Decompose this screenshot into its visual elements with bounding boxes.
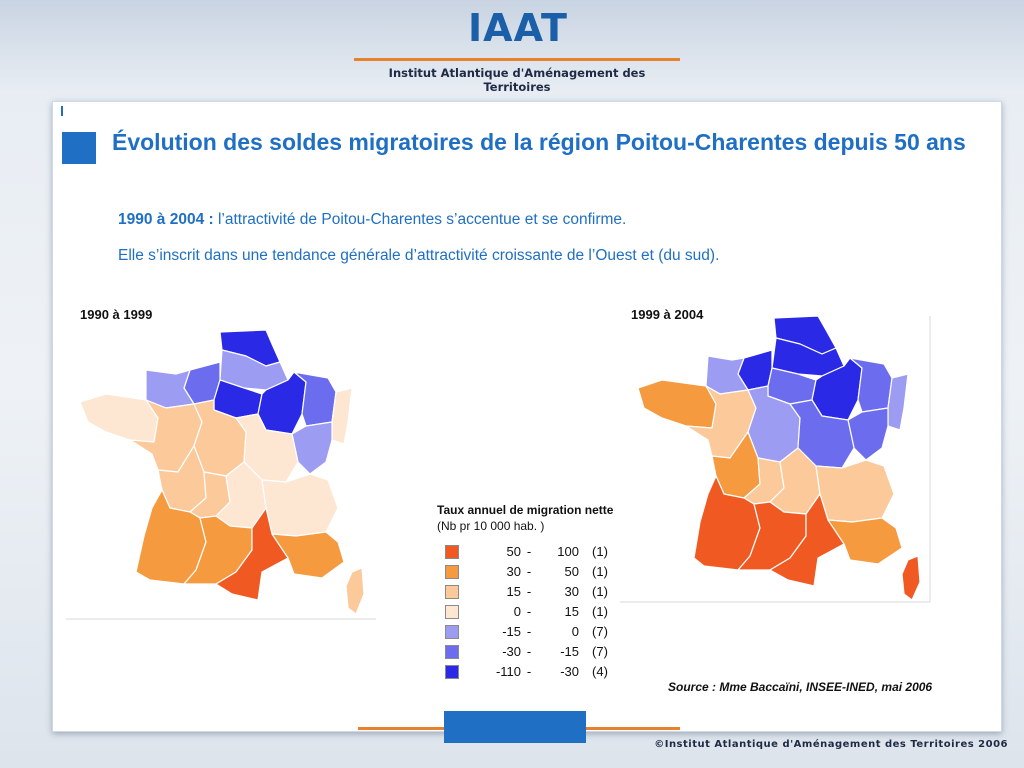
legend-count: (1) [592,544,608,559]
footer-copyright: ©Institut Atlantique d'Aménagement des T… [654,739,1008,750]
legend-dash: - [526,584,532,599]
bullet-tick [61,106,63,116]
legend-low: -15 [502,624,521,639]
region-bourgogne [235,413,299,483]
legend-swatch [445,565,459,579]
region-bretagne [637,379,717,429]
legend-count: (1) [592,604,608,619]
legend-low: 15 [506,584,521,599]
france-map-1999-2004 [620,315,931,603]
legend-count: (7) [592,644,608,659]
legend-count: (4) [592,664,608,679]
legend-swatch [445,605,459,619]
iaat-logo: IAAT [468,6,568,50]
legend-swatch [445,625,459,639]
legend-dash: - [526,644,532,659]
legend-high: 50 [564,564,579,579]
legend-swatch [445,545,459,559]
legend-title-main: Taux annuel de migration nette [437,503,614,517]
region-languedoc [769,493,853,587]
legend-high: 100 [557,544,579,559]
header: IAAT Institut Atlantique d'Aménagement d… [0,0,1024,100]
region-bourgogne [789,399,855,469]
legend-dash: - [526,564,532,579]
region-champagne [257,371,307,435]
legend-count: (7) [592,624,608,639]
footer-blue-bar [444,711,586,743]
legend-high: -30 [560,664,579,679]
legend-title-unit: (Nb pr 10 000 hab. ) [437,519,545,533]
slide-title: Évolution des soldes migratoires de la r… [112,129,966,155]
source-note: Source : Mme Baccaïni, INSEE-INED, mai 2… [668,680,933,694]
legend-low: -30 [502,644,521,659]
legend-high: 15 [564,604,579,619]
region-franche-comte [291,421,333,475]
legend-count: (1) [592,584,608,599]
intro-line-2: Elle s’inscrit dans une tendance général… [118,247,720,264]
legend-low: -110 [495,664,521,679]
legend-swatch [445,585,459,599]
region-rhone-alpes [261,473,339,537]
region-paca [271,531,345,579]
region-rhone-alpes [815,459,895,523]
region-alsace [331,387,353,445]
legend-title: Taux annuel de migration nette (Nb pr 10… [437,502,617,534]
intro-sentence: l’attractivité de Poitou-Charentes s’acc… [213,211,627,228]
region-paca [827,517,903,565]
legend-high: 0 [571,624,579,639]
title-bullet-square [62,132,96,164]
legend-low: 50 [506,544,521,559]
legend-swatch [445,665,459,679]
map-1990-1999 [66,322,378,620]
legend-dash: - [526,664,532,679]
map-caption-1990-1999: 1990 à 1999 [80,307,153,322]
logo-subtitle: Institut Atlantique d'Aménagement des Te… [388,66,646,94]
map-1999-2004 [620,314,936,606]
legend-high: -15 [560,644,579,659]
legend-count: (1) [592,564,608,579]
region-corse [901,555,921,601]
region-champagne [811,357,863,421]
legend-dash: - [526,624,532,639]
map-caption-1999-2004: 1999 à 2004 [631,307,704,322]
legend-high: 30 [564,584,579,599]
legend-dash: - [526,604,532,619]
intro-text: 1990 à 2004 : l’attractivité de Poitou-C… [118,211,978,264]
france-map-1990-1999 [66,329,376,620]
region-corse [345,567,365,615]
intro-period: 1990 à 2004 : [118,211,214,228]
logo-underline [354,58,680,61]
legend-dash: - [526,544,532,559]
legend-low: 30 [506,564,521,579]
region-franche-comte [847,407,889,461]
region-alsace [887,373,909,431]
region-languedoc [215,507,297,601]
legend-low: 0 [513,604,521,619]
legend-swatch [445,645,459,659]
